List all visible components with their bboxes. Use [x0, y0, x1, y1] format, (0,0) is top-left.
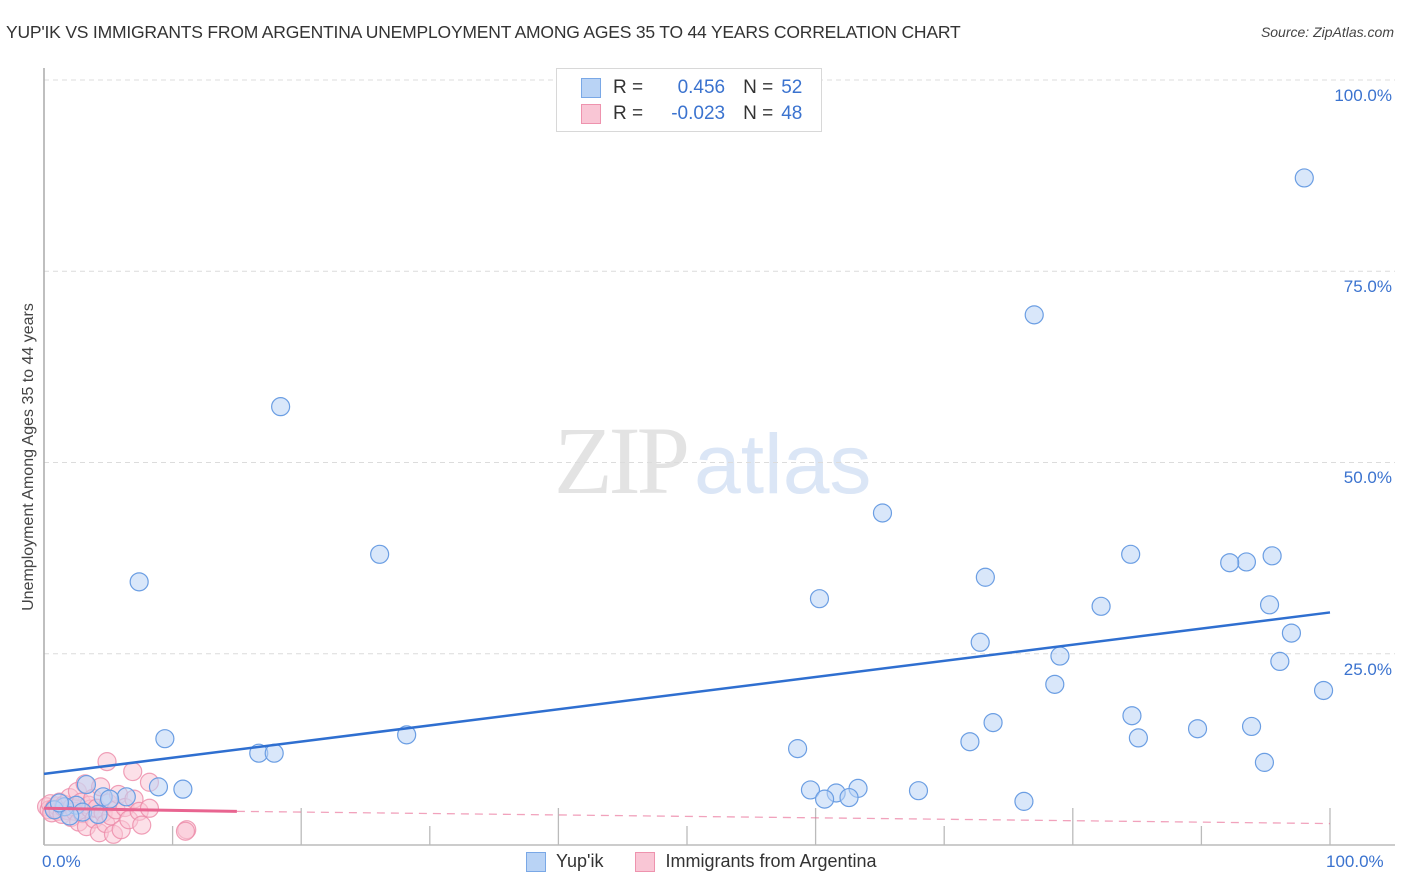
legend-swatch-pink	[581, 104, 601, 124]
legend-n-label: N =	[743, 103, 774, 124]
series-yupik-points	[44, 168, 1334, 826]
watermark-zip: ZIP	[554, 407, 690, 514]
legend-n-label: N =	[743, 77, 774, 98]
x-tick-0: 0.0%	[42, 852, 81, 871]
source-label: Source: ZipAtlas.com	[1260, 24, 1394, 40]
watermark: ZIPatlas	[554, 405, 871, 516]
legend-r-label: R =	[613, 77, 644, 98]
legend-r-label: R =	[613, 103, 644, 124]
legend-n-value: 52	[781, 77, 803, 98]
legend-swatch-pink	[635, 851, 656, 872]
legend-r-value: 0.456	[677, 77, 726, 98]
y-tick-75: 75.0%	[1343, 277, 1392, 296]
legend-swatch-blue	[526, 851, 546, 872]
watermark-atlas: atlas	[694, 417, 872, 511]
legend-label: Yup'ik	[556, 851, 604, 871]
chart-title: YUP'IK VS IMMIGRANTS FROM ARGENTINA UNEM…	[6, 22, 961, 42]
x-tick-100: 100.0%	[1326, 852, 1384, 871]
y-tick-100: 100.0%	[1334, 86, 1392, 105]
legend-swatch-blue	[581, 78, 601, 98]
legend-item-argentina[interactable]: Immigrants from Argentina	[635, 851, 877, 872]
legend-row-yupik: R = 0.456 N = 52	[581, 76, 802, 100]
trendlines	[43, 611, 1331, 825]
y-tick-25: 25.0%	[1343, 660, 1392, 679]
y-tick-50: 50.0%	[1343, 468, 1392, 487]
gridlines	[44, 79, 1395, 655]
legend-r-value: -0.023	[671, 103, 726, 124]
series-legend: Yup'ik Immigrants from Argentina	[526, 851, 909, 872]
legend-n-value: 48	[781, 103, 803, 124]
legend-label: Immigrants from Argentina	[665, 851, 877, 871]
legend-item-yupik[interactable]: Yup'ik	[526, 851, 603, 872]
legend-row-argentina: R = -0.023 N = 48	[581, 102, 802, 126]
axes	[43, 68, 1395, 846]
y-axis-label: Unemployment Among Ages 35 to 44 years	[20, 303, 37, 611]
correlation-legend: R = 0.456 N = 52 R = -0.023 N = 48	[556, 68, 822, 132]
